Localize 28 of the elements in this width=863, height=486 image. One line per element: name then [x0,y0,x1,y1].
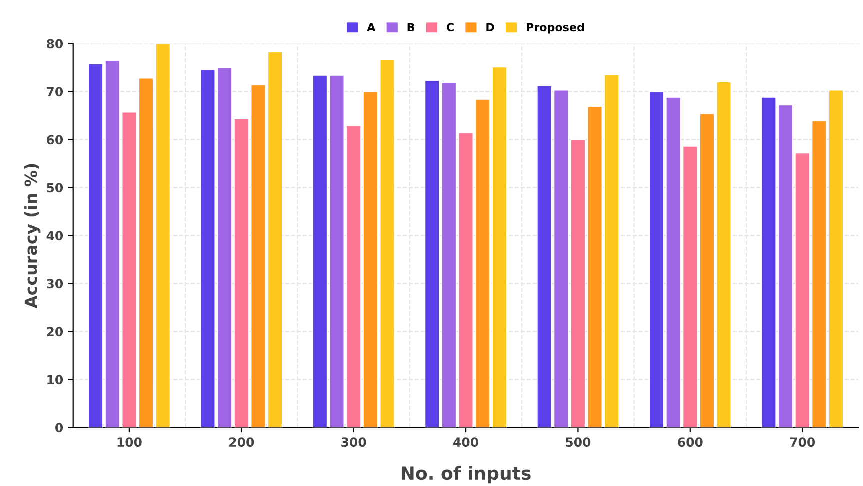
bar [604,74,620,428]
y-tick-label: 60 [47,135,64,145]
legend-label: A [367,23,376,32]
x-tick-label: 200 [230,438,254,448]
y-tick-label: 20 [47,327,64,337]
legend-label: Proposed [527,22,584,34]
y-tick-label: 80 [47,39,64,49]
bar [312,74,328,428]
x-tick-label: 600 [678,438,703,448]
legend-label: C [446,23,454,32]
y-tick-label: 0 [56,423,64,433]
x-tick-label: 100 [118,438,142,448]
y-axis-title: Accuracy (in %) [24,164,41,309]
x-axis-title: No. of inputs [402,466,531,484]
legend-label: B [408,23,414,32]
bar [329,74,345,428]
y-tick-label: 70 [47,87,64,97]
bar [380,59,396,428]
y-tick-label: 10 [48,375,64,385]
y-tick-label: 40 [46,231,64,241]
x-tick-label: 700 [790,438,816,448]
x-tick-label: 300 [342,438,366,448]
x-tick-label: 500 [566,438,591,448]
y-tick-label: 50 [47,183,64,193]
bar [536,86,552,428]
y-tick-label: 30 [47,279,64,289]
x-tick-label: 400 [454,438,478,448]
legend-label: D [486,23,494,32]
